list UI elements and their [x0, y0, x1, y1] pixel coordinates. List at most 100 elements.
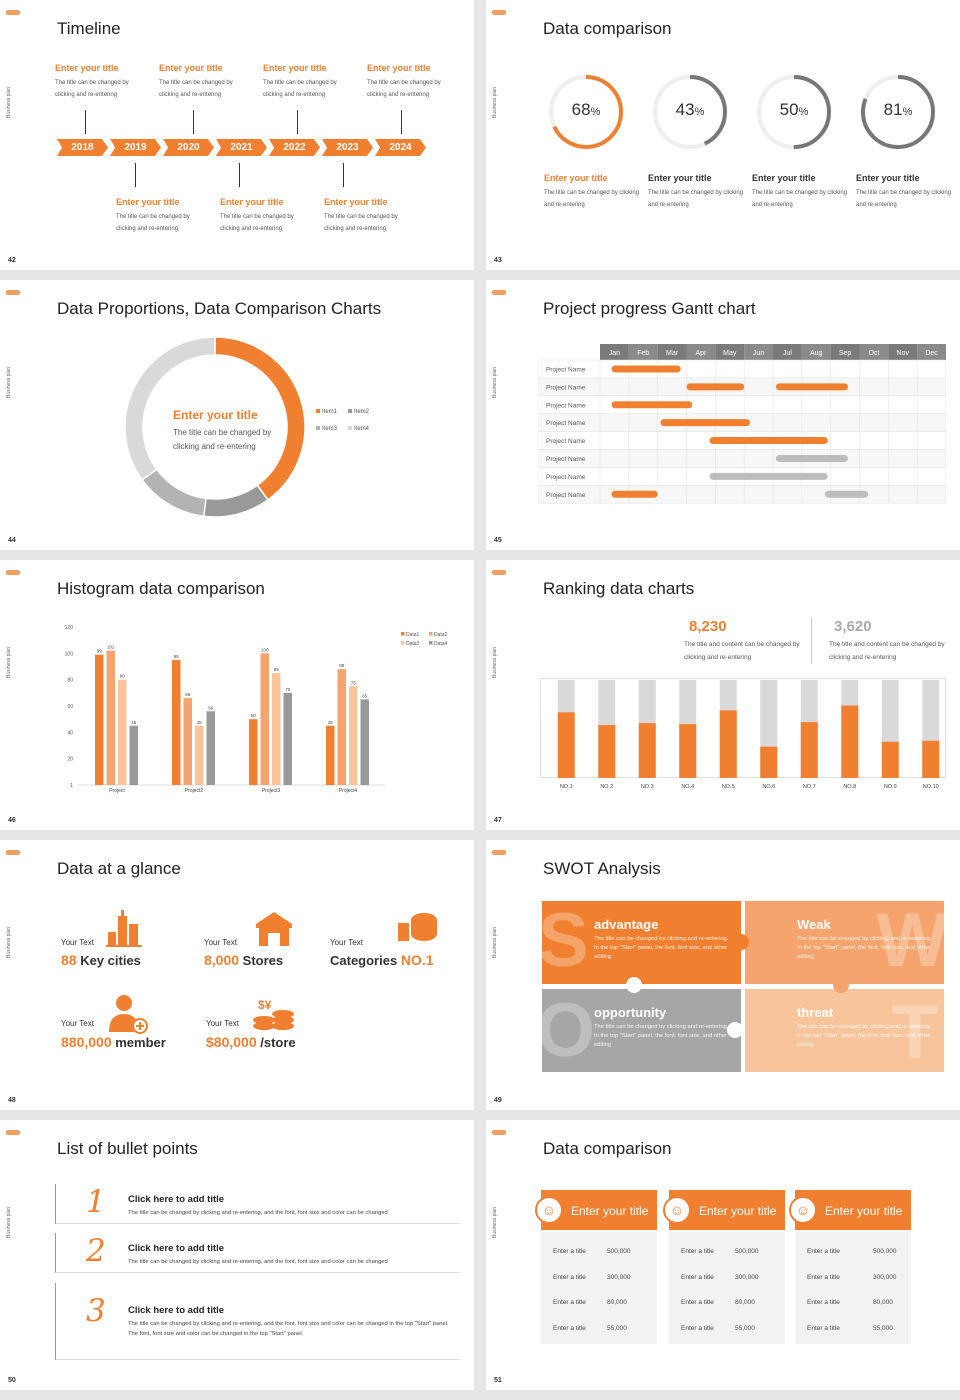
swot-letter: W: [876, 901, 944, 983]
bar-data4: [360, 699, 369, 785]
slide-51[interactable]: Business plan Data comparison Enter your…: [486, 1120, 960, 1390]
month-label: Oct: [868, 350, 879, 357]
puzzle-knob: [833, 977, 849, 993]
bar-value-label: 80: [120, 674, 126, 679]
stat-2-value: 3,620: [834, 618, 872, 635]
page-number: 48: [8, 1097, 16, 1104]
stat-small-label: Your Text: [204, 938, 237, 947]
card-row-value: 80,000: [873, 1299, 893, 1306]
ring-title: Enter your title: [856, 173, 920, 183]
legend-swatch: [348, 409, 352, 413]
slide-title: List of bullet points: [57, 1139, 198, 1158]
y-tick-label: 80: [67, 678, 73, 684]
histogram-chart: 120406080100120991028045Project95664556P…: [65, 625, 448, 794]
bar-value-label: 85: [274, 667, 280, 672]
list-item[interactable]: 3 Click here to add title The title can be…: [55, 1283, 460, 1360]
month-label: Apr: [695, 350, 707, 357]
connector-line: [193, 110, 194, 134]
month-header: [773, 344, 802, 360]
slide-42[interactable]: Business plan Timeline Enter your title T…: [0, 0, 474, 270]
stat-1-desc: The title and content can be changed by …: [684, 641, 800, 661]
list-number: 3: [86, 1293, 106, 1329]
swot-letter: O: [542, 989, 596, 1072]
card-row-value: 300,000: [735, 1273, 759, 1281]
gantt-row-label: Project Name: [546, 402, 586, 409]
card-row-value: 500,000: [735, 1248, 759, 1255]
rank-bar: [679, 724, 697, 778]
stat-value: $80,000: [206, 1034, 257, 1050]
card-row-value: 80,000: [735, 1299, 755, 1306]
list-item-desc: The title can be changed by clicking and…: [128, 1210, 388, 1216]
rank-bar: [881, 741, 899, 778]
card-row-value: 55,000: [607, 1324, 627, 1332]
card-row-label: Enter a title: [807, 1324, 840, 1332]
slide-title: Histogram data comparison: [57, 579, 265, 598]
timeline-item-desc: The title can be changed by clicking and…: [159, 80, 233, 98]
rank-label: NO.8: [843, 784, 856, 790]
month-header: [744, 344, 773, 360]
bar-value-label: 45: [328, 720, 334, 725]
slide-43[interactable]: Business plan Data comparison 68% Enter y…: [486, 0, 960, 270]
slide-48[interactable]: Business plan Data at a glance Your Text…: [0, 840, 474, 1110]
comparison-card: Enter your title ☺ Enter a title 500,000 Ent…: [535, 1190, 657, 1344]
list-item[interactable]: 1 Click here to add title The title can be…: [55, 1184, 460, 1224]
slide-47[interactable]: Business plan Ranking data charts 8,230 …: [486, 560, 960, 830]
list-item[interactable]: 2 Click here to add title The title can be…: [55, 1233, 460, 1273]
timeline-year: 2022: [269, 139, 320, 156]
month-label: Jan: [609, 350, 620, 357]
page-number: 51: [494, 1377, 502, 1384]
slide-50[interactable]: Business plan List of bullet points 1 Cli…: [0, 1120, 474, 1390]
ring-percent: %: [798, 106, 809, 118]
y-tick-label: 120: [65, 625, 74, 631]
month-label: Feb: [637, 350, 649, 357]
month-label: May: [723, 350, 737, 357]
bar-data2: [337, 669, 346, 785]
month-header: [917, 344, 946, 360]
bar-data3: [118, 679, 127, 785]
bar-data3: [349, 686, 358, 785]
y-tick-label: 20: [67, 757, 73, 763]
slide-title: SWOT Analysis: [543, 859, 661, 878]
card-row-label: Enter a title: [553, 1248, 586, 1255]
progress-ring: [757, 75, 831, 149]
card-row-label: Enter a title: [807, 1248, 840, 1255]
ring-title: Enter your title: [752, 173, 816, 183]
stat-small-label: Your Text: [61, 938, 94, 947]
legend-label: Item2: [354, 409, 370, 415]
legend-item: Item1: [316, 409, 337, 415]
side-label: Business plan: [492, 926, 498, 958]
card-row-label: Enter a title: [681, 1299, 714, 1306]
card-row-label: Enter a title: [681, 1273, 714, 1281]
bar-value-label: 75: [351, 680, 357, 685]
swot-title: Weak: [797, 917, 831, 932]
y-tick-label: 40: [67, 730, 73, 736]
svg-text:$¥: $¥: [258, 998, 272, 1012]
swot-block-weak[interactable]: W Weak The title can be changed by clickin…: [745, 901, 944, 984]
logo: [6, 290, 20, 295]
slide-45[interactable]: Business plan Project progress Gantt cha…: [486, 280, 960, 550]
legend-swatch: [348, 426, 352, 430]
bar-value-label: 56: [208, 705, 214, 710]
slide-46[interactable]: Business plan Histogram data comparison …: [0, 560, 474, 830]
pie-box-icon: [396, 913, 437, 943]
rank-bar: [719, 710, 737, 778]
timeline-item-title: Enter your title: [263, 63, 327, 73]
connector-line: [401, 110, 402, 134]
ring-value: 43%: [650, 100, 730, 120]
slide-44[interactable]: Business plan Data Proportions, Data Com…: [0, 280, 474, 550]
stat-value: 88: [61, 952, 77, 968]
gantt-task-bar: [611, 490, 658, 498]
stat-stores: 8,000 Stores: [204, 952, 283, 968]
list-number: 2: [86, 1233, 106, 1269]
ring-fill: [861, 75, 935, 149]
side-label: Business plan: [492, 646, 498, 678]
ring-percent: %: [694, 106, 705, 118]
stat-small-label: Your Text: [330, 938, 363, 947]
list-item-title: Click here to add title: [128, 1194, 225, 1205]
timeline-item-title: Enter your title: [159, 63, 223, 73]
ring-title: Enter your title: [648, 173, 712, 183]
